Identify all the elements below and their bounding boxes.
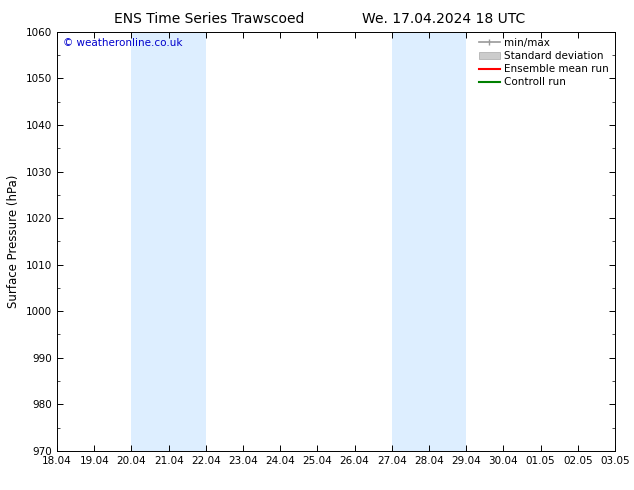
Bar <box>131 32 206 451</box>
Text: © weatheronline.co.uk: © weatheronline.co.uk <box>63 38 182 48</box>
Bar <box>392 32 466 451</box>
Text: We. 17.04.2024 18 UTC: We. 17.04.2024 18 UTC <box>362 12 526 26</box>
Legend: min/max, Standard deviation, Ensemble mean run, Controll run: min/max, Standard deviation, Ensemble me… <box>475 34 613 92</box>
Y-axis label: Surface Pressure (hPa): Surface Pressure (hPa) <box>8 174 20 308</box>
Text: ENS Time Series Trawscoed: ENS Time Series Trawscoed <box>114 12 304 26</box>
